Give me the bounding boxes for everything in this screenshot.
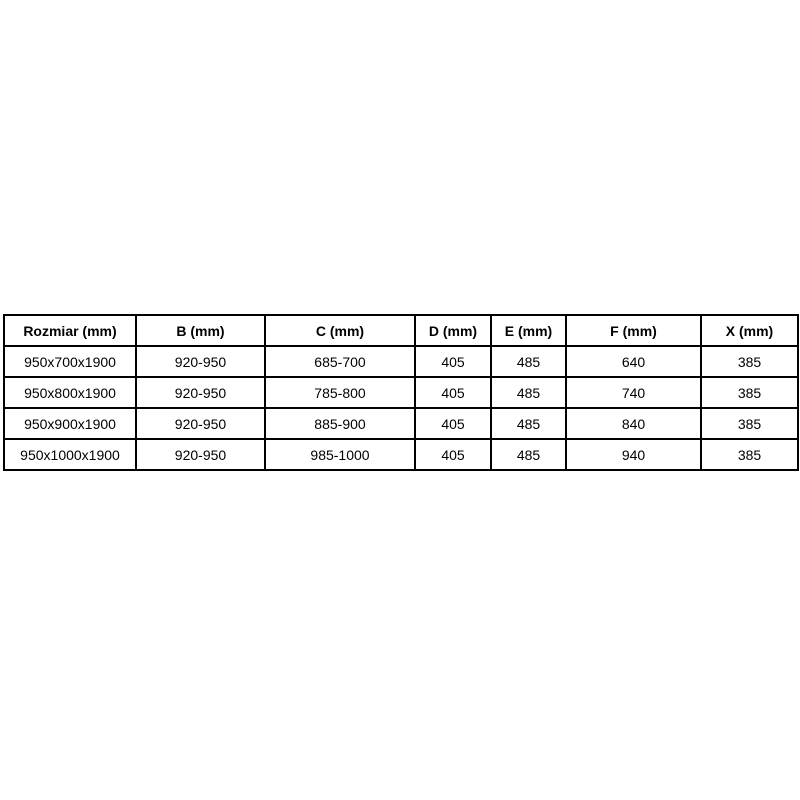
cell-e: 485: [490, 407, 567, 440]
cell-f: 840: [565, 407, 702, 440]
cell-x: 385: [700, 376, 799, 409]
size-table: Rozmiar (mm) B (mm) C (mm) D (mm) E (mm)…: [3, 314, 799, 471]
table-header-row: Rozmiar (mm) B (mm) C (mm) D (mm) E (mm)…: [3, 314, 799, 347]
cell-x: 385: [700, 407, 799, 440]
cell-rozmiar: 950x1000x1900: [3, 438, 137, 471]
cell-x: 385: [700, 345, 799, 378]
cell-c: 785-800: [264, 376, 416, 409]
cell-d: 405: [414, 376, 492, 409]
column-header-d: D (mm): [414, 314, 492, 347]
column-header-b: B (mm): [135, 314, 266, 347]
cell-b: 920-950: [135, 376, 266, 409]
column-header-c: C (mm): [264, 314, 416, 347]
cell-rozmiar: 950x700x1900: [3, 345, 137, 378]
cell-f: 740: [565, 376, 702, 409]
cell-f: 640: [565, 345, 702, 378]
table-row-3: 950x900x1900 920-950 885-900 405 485 840…: [3, 407, 799, 440]
table-row-4: 950x1000x1900 920-950 985-1000 405 485 9…: [3, 438, 799, 471]
cell-rozmiar: 950x800x1900: [3, 376, 137, 409]
column-header-x: X (mm): [700, 314, 799, 347]
cell-rozmiar: 950x900x1900: [3, 407, 137, 440]
table-row-1: 950x700x1900 920-950 685-700 405 485 640…: [3, 345, 799, 378]
cell-d: 405: [414, 407, 492, 440]
column-header-e: E (mm): [490, 314, 567, 347]
column-header-f: F (mm): [565, 314, 702, 347]
cell-c: 685-700: [264, 345, 416, 378]
cell-b: 920-950: [135, 345, 266, 378]
cell-e: 485: [490, 438, 567, 471]
cell-e: 485: [490, 345, 567, 378]
cell-f: 940: [565, 438, 702, 471]
cell-d: 405: [414, 345, 492, 378]
cell-d: 405: [414, 438, 492, 471]
cell-x: 385: [700, 438, 799, 471]
cell-b: 920-950: [135, 407, 266, 440]
cell-e: 485: [490, 376, 567, 409]
table-row-2: 950x800x1900 920-950 785-800 405 485 740…: [3, 376, 799, 409]
cell-b: 920-950: [135, 438, 266, 471]
column-header-rozmiar: Rozmiar (mm): [3, 314, 137, 347]
cell-c: 985-1000: [264, 438, 416, 471]
cell-c: 885-900: [264, 407, 416, 440]
